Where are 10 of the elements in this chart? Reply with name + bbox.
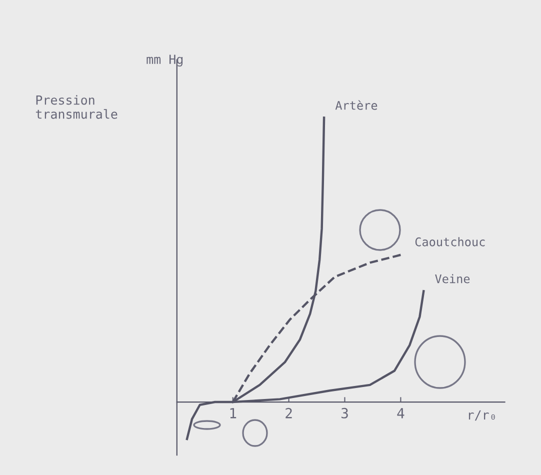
series-label: Artère bbox=[335, 100, 378, 110]
x-tick-label: 2 bbox=[286, 408, 292, 418]
series-label: Caoutchouc bbox=[415, 237, 485, 246]
text: mm Hg bbox=[146, 54, 183, 66]
x-tick-label: 1 bbox=[230, 408, 236, 418]
x-axis-title: r/r₀ bbox=[468, 410, 495, 421]
x-tick-label: 4 bbox=[397, 408, 404, 418]
y-axis-title: Pression transmurale bbox=[36, 95, 118, 119]
series-label: Veine bbox=[435, 274, 470, 284]
x-tick-label: 3 bbox=[341, 408, 348, 418]
